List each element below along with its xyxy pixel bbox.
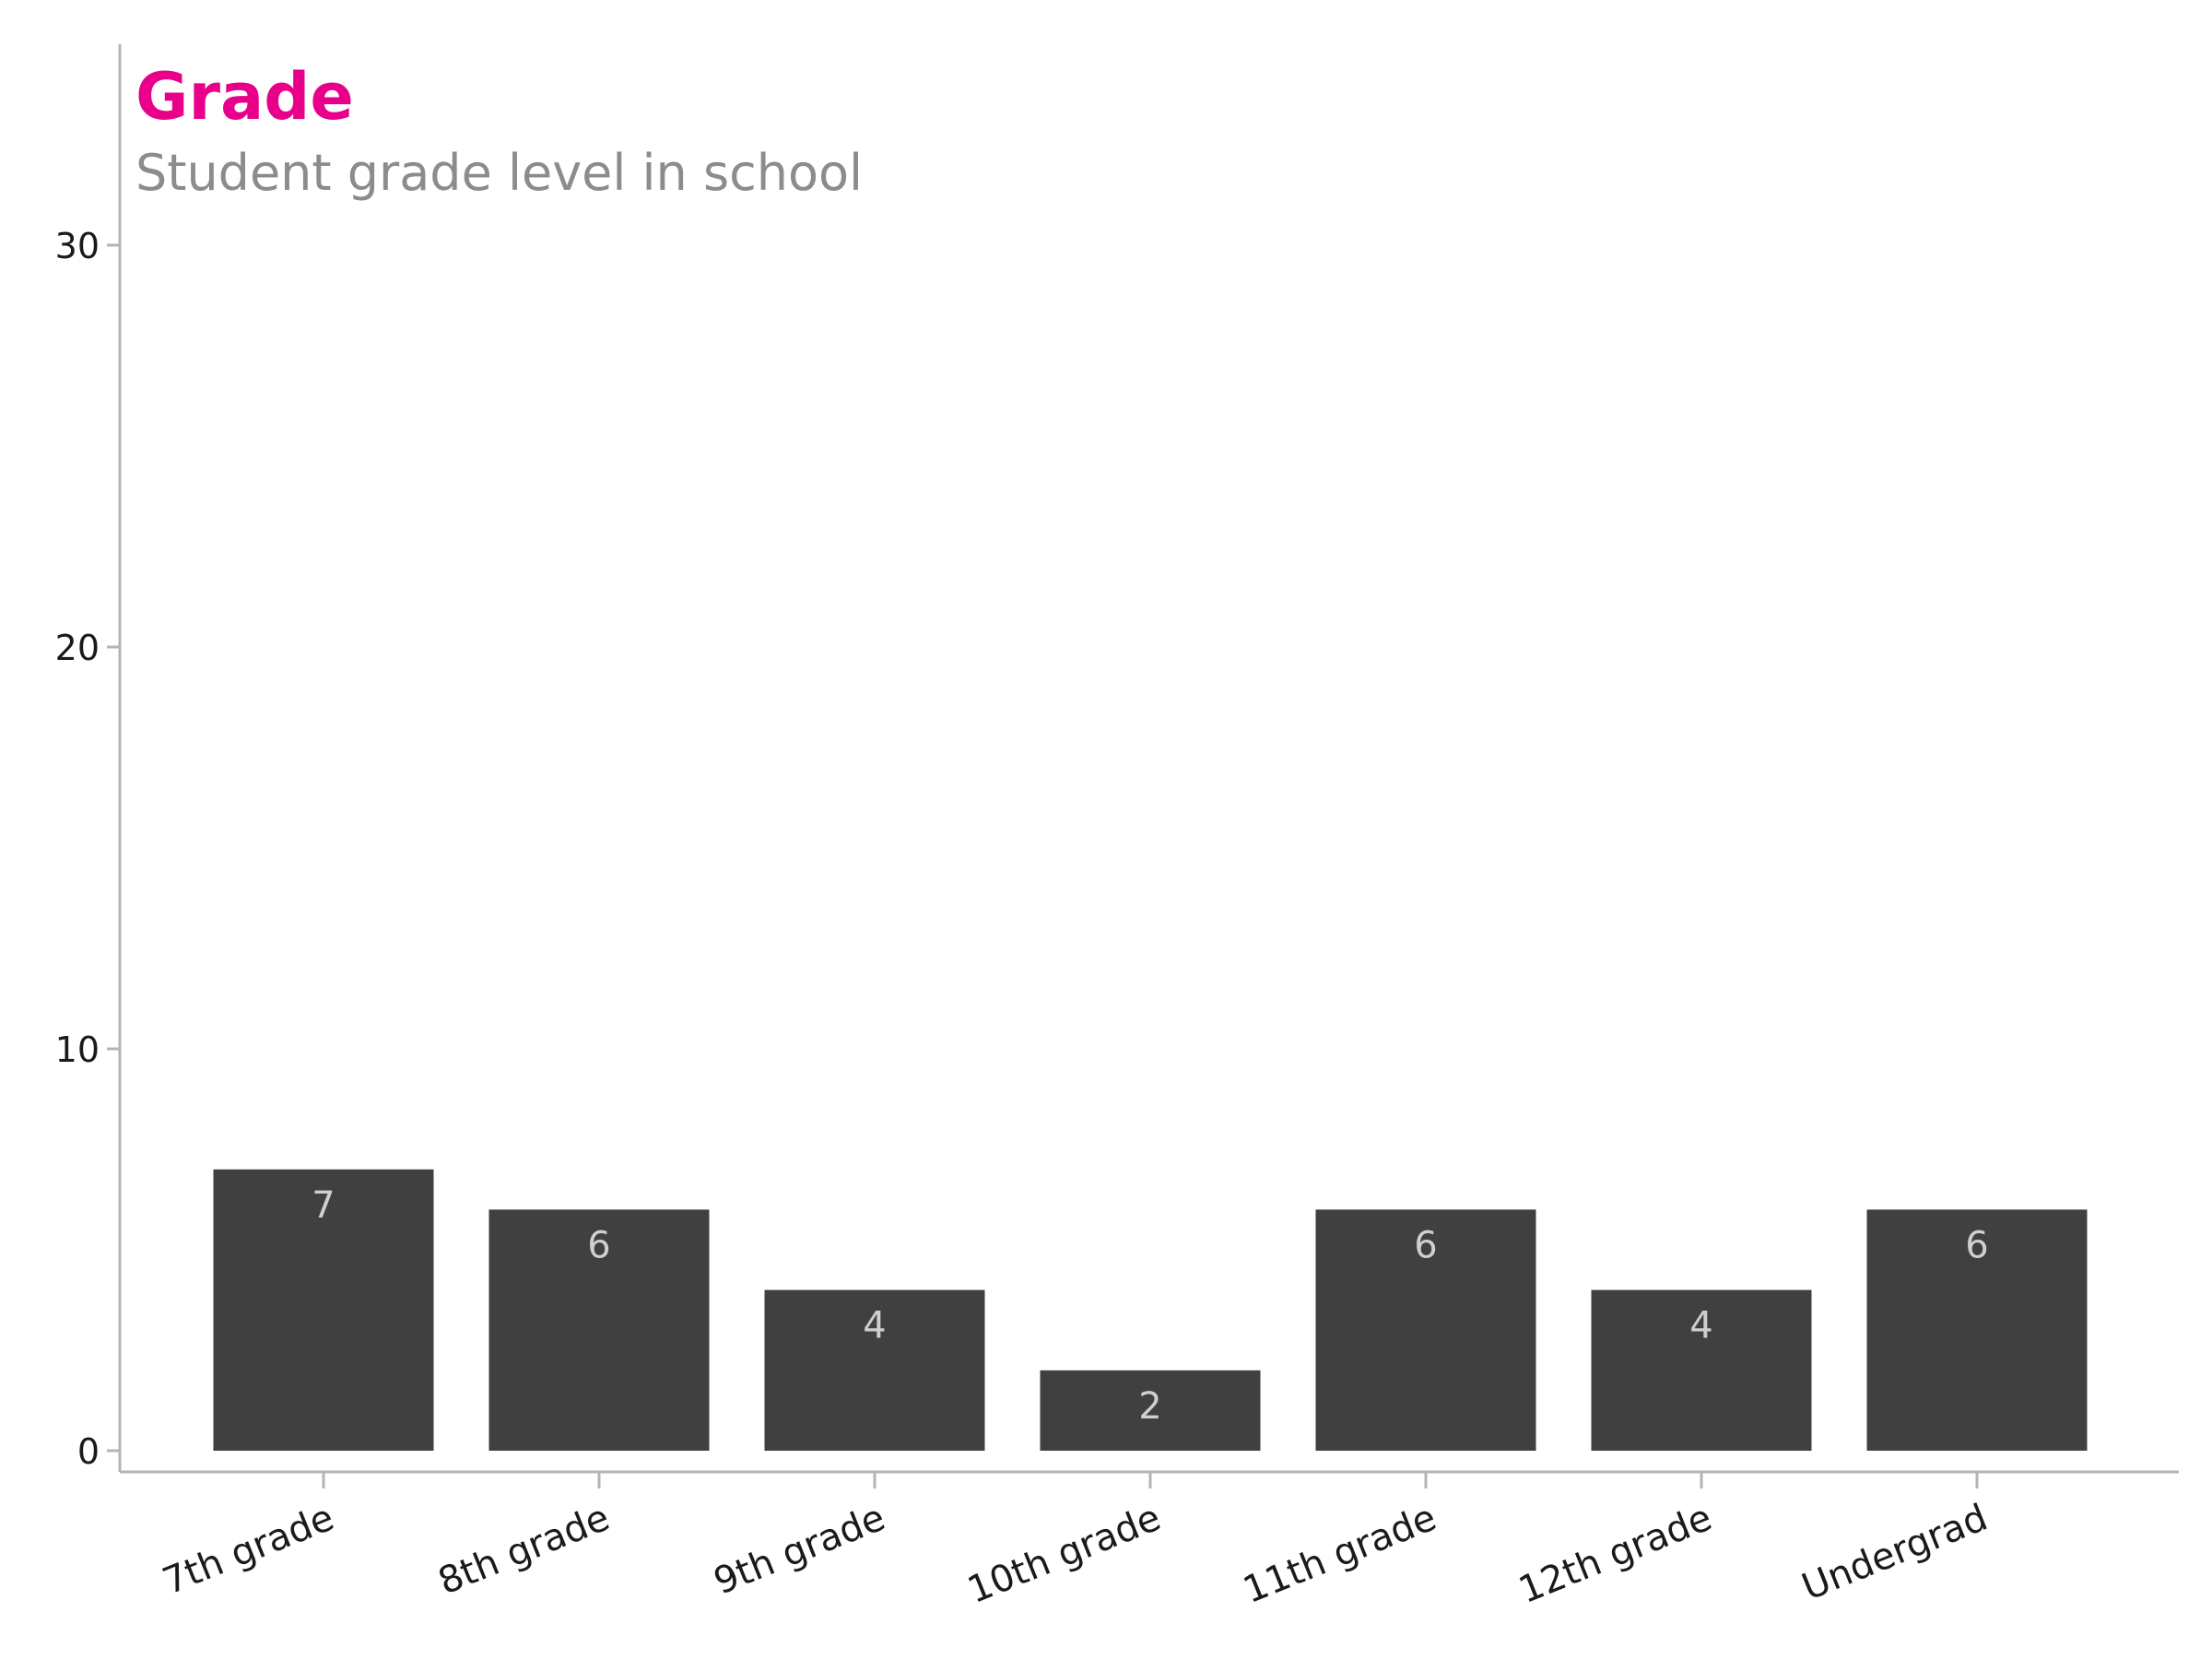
x-tick-label: Undergrad (1796, 1497, 1994, 1609)
data-label: 2 (1138, 1385, 1161, 1428)
x-tick-label: 9th grade (708, 1497, 891, 1604)
y-tick-label: 10 (55, 1030, 100, 1070)
bar-9th-grade (764, 1289, 985, 1451)
bar-8th-grade (488, 1209, 710, 1451)
bars-layer (213, 1169, 2088, 1451)
y-tick-label: 20 (55, 628, 100, 668)
bar-undergrad (1866, 1209, 2088, 1451)
x-tick-label: 11th grade (1238, 1497, 1442, 1612)
bar-12th-grade (1591, 1289, 1812, 1451)
y-tick-label: 0 (77, 1431, 100, 1472)
data-labels-layer: 7 6 4 2 6 4 6 (312, 1184, 1988, 1428)
bar-7th-grade (213, 1169, 434, 1451)
data-label: 6 (1414, 1224, 1437, 1266)
x-tick-label: 7th grade (157, 1497, 340, 1604)
y-tick-label: 30 (55, 226, 100, 266)
data-label: 6 (587, 1224, 610, 1266)
data-label: 4 (1689, 1305, 1712, 1347)
bar-11th-grade (1315, 1209, 1536, 1451)
bar-10th-grade (1040, 1370, 1261, 1451)
data-label: 7 (312, 1184, 335, 1227)
x-tick-label: 8th grade (432, 1497, 616, 1604)
data-label: 6 (1965, 1224, 1988, 1266)
x-tick-label: 12th grade (1513, 1497, 1718, 1612)
chart-subtitle: Student grade level in school (135, 144, 864, 202)
x-tick-label: 10th grade (962, 1497, 1167, 1612)
chart-title: Grade (135, 59, 354, 135)
data-label: 4 (863, 1305, 886, 1347)
